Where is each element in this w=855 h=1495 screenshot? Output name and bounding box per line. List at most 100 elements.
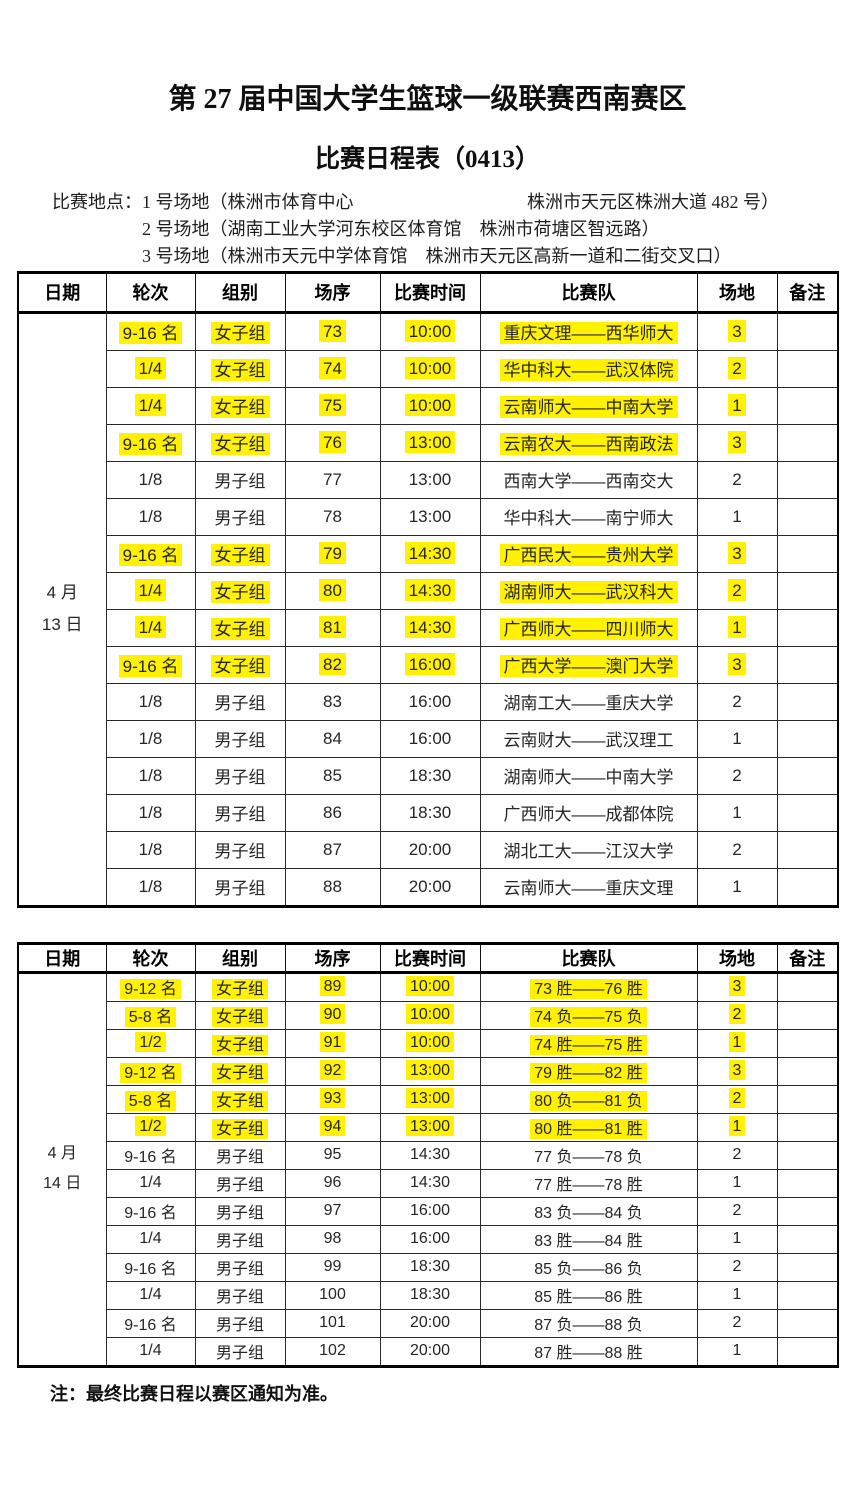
cell-group: 男子组 <box>194 1308 286 1338</box>
cell-note <box>776 1000 839 1030</box>
cell-text: 1/4 <box>134 578 167 601</box>
cell-venue: 2 <box>696 1196 778 1226</box>
cell-text: 1/4 <box>139 1286 162 1304</box>
cell-group: 男子组 <box>194 682 286 721</box>
cell-time: 18:30 <box>379 756 481 795</box>
cell-no: 93 <box>284 1084 381 1114</box>
cell-teams: 湖北工大——江汉大学 <box>479 830 698 869</box>
cell-round: 1/4 <box>105 1336 196 1367</box>
cell-text: 1/4 <box>139 1174 162 1192</box>
cell-text: 18:30 <box>409 1286 451 1304</box>
cell-no: 101 <box>284 1308 381 1338</box>
cell-no: 94 <box>284 1112 381 1142</box>
cell-no: 88 <box>284 867 381 907</box>
cell-text: 云南财大——武汉理工 <box>503 731 674 751</box>
cell-teams: 73 胜——76 胜 <box>479 971 698 1002</box>
cell-text: 83 胜——84 胜 <box>534 1233 643 1251</box>
cell-text: 16:00 <box>409 1202 451 1220</box>
cell-text: 女子组 <box>211 979 268 1000</box>
cell-text: 1/2 <box>135 1116 166 1137</box>
cell-venue: 1 <box>696 1112 778 1142</box>
cell-text: 1/8 <box>138 469 163 489</box>
cell-text: 87 <box>323 839 342 859</box>
cell-time: 16:00 <box>379 719 481 758</box>
cell-text: 9-16 名 <box>118 544 183 567</box>
cell-text: 9-16 名 <box>118 433 183 456</box>
cell-text: 湖南师大——武汉科大 <box>499 581 678 604</box>
table-row: 4 月 13 日 9-16 名女子组 73 10:00 重庆文理——西华师大 3 <box>17 311 839 907</box>
cell-group: 男子组 <box>194 719 286 758</box>
cell-text: 76 <box>319 430 346 453</box>
cell-note <box>776 608 839 647</box>
venue-line-3: 3 号场地（株洲市天元中学体育馆 株洲市天元区高新一道和二街交叉口） <box>142 243 855 269</box>
cell-text: 女子组 <box>211 1091 268 1112</box>
cell-note <box>776 349 839 388</box>
cell-group: 男子组 <box>194 867 286 907</box>
cell-text: 20:00 <box>409 1314 451 1332</box>
table-row: 9-12 名 女子组 92 13:00 79 胜——82 胜 3 <box>18 1056 839 1086</box>
table-row: 1/8 男子组 87 20:00 湖北工大——江汉大学 2 <box>18 830 839 869</box>
cell-text: 10:00 <box>404 356 456 379</box>
cell-text: 3 <box>728 319 746 342</box>
cell-note <box>776 1112 839 1142</box>
cell-no: 89 <box>284 971 381 1002</box>
venue-line-2: 2 号场地（湖南工业大学河东校区体育馆 株洲市荷塘区智远路） <box>142 216 855 242</box>
cell-teams: 77 负——78 负 <box>479 1140 698 1170</box>
cell-time: 16:00 <box>379 645 481 684</box>
cell-venue: 2 <box>696 460 778 499</box>
cell-text: 3 <box>728 652 746 675</box>
schedule-table-april-13: 日期 轮次 组别 场序 比赛时间 比赛队 场地 备注 4 月 13 日 9-16 名女子组 73 10:… <box>17 270 839 908</box>
cell-venue: 3 <box>696 311 778 351</box>
cell-text: 14:30 <box>409 1174 451 1192</box>
cell-round: 1/4 <box>105 349 196 388</box>
footer-note: 注：最终比赛日程以赛区通知为准。 <box>50 1383 338 1404</box>
cell-note <box>776 756 839 795</box>
cell-text: 77 胜——78 胜 <box>534 1177 643 1195</box>
table-row: 9-16 名 女子组 82 16:00 广西大学——澳门大学 3 <box>18 645 839 684</box>
cell-group: 女子组 <box>194 349 286 388</box>
cell-no: 74 <box>284 349 381 388</box>
cell-teams: 广西民大——贵州大学 <box>479 534 698 573</box>
cell-text: 16:00 <box>408 691 452 711</box>
cell-note <box>776 645 839 684</box>
cell-time: 10:00 <box>379 349 481 388</box>
cell-round: 9-16 名 <box>105 645 196 684</box>
cell-text: 74 负——75 负 <box>530 1007 647 1028</box>
cell-venue: 3 <box>696 971 778 1002</box>
cell-time: 14:30 <box>379 534 481 573</box>
cell-teams: 云南师大——中南大学 <box>479 386 698 425</box>
cell-note <box>776 682 839 721</box>
cell-group: 女子组 <box>194 423 286 462</box>
cell-text: 男子组 <box>214 731 266 751</box>
cell-venue: 1 <box>696 497 778 536</box>
cell-round: 1/2 <box>105 1112 196 1142</box>
cell-teams: 83 胜——84 胜 <box>479 1224 698 1254</box>
table-row: 1/4 女子组 74 10:00 华中科大——武汉体院 2 <box>18 349 839 388</box>
cell-text: 1/8 <box>138 691 163 711</box>
cell-note <box>776 830 839 869</box>
cell-text: 13:00 <box>404 430 456 453</box>
cell-text: 79 <box>319 541 346 564</box>
cell-text: 20:00 <box>408 839 452 859</box>
cell-group: 女子组 <box>194 971 286 1002</box>
cell-note <box>776 571 839 610</box>
cell-text: 1/4 <box>139 1230 162 1248</box>
cell-time: 13:00 <box>379 1084 481 1114</box>
cell-text: 广西民大——贵州大学 <box>499 544 678 567</box>
cell-text: 1 <box>732 1286 742 1304</box>
venue-name: 1 号场地（株洲市体育中心 <box>142 191 354 212</box>
cell-no: 102 <box>284 1336 381 1367</box>
cell-text: 81 <box>319 615 346 638</box>
cell-text: 14:30 <box>404 615 456 638</box>
table-row: 5-8 名 女子组 90 10:00 74 负——75 负 2 <box>18 1000 839 1030</box>
cell-text: 74 胜——75 胜 <box>530 1035 647 1056</box>
cell-venue: 2 <box>696 571 778 610</box>
cell-text: 92 <box>319 1060 346 1081</box>
cell-text: 女子组 <box>210 544 270 567</box>
cell-text: 20:00 <box>409 1342 451 1360</box>
venue-list-label: 比赛地点： <box>52 191 142 212</box>
cell-no: 85 <box>284 756 381 795</box>
cell-group: 男子组 <box>194 1196 286 1226</box>
cell-text: 1 <box>728 393 746 416</box>
cell-time: 13:00 <box>379 497 481 536</box>
